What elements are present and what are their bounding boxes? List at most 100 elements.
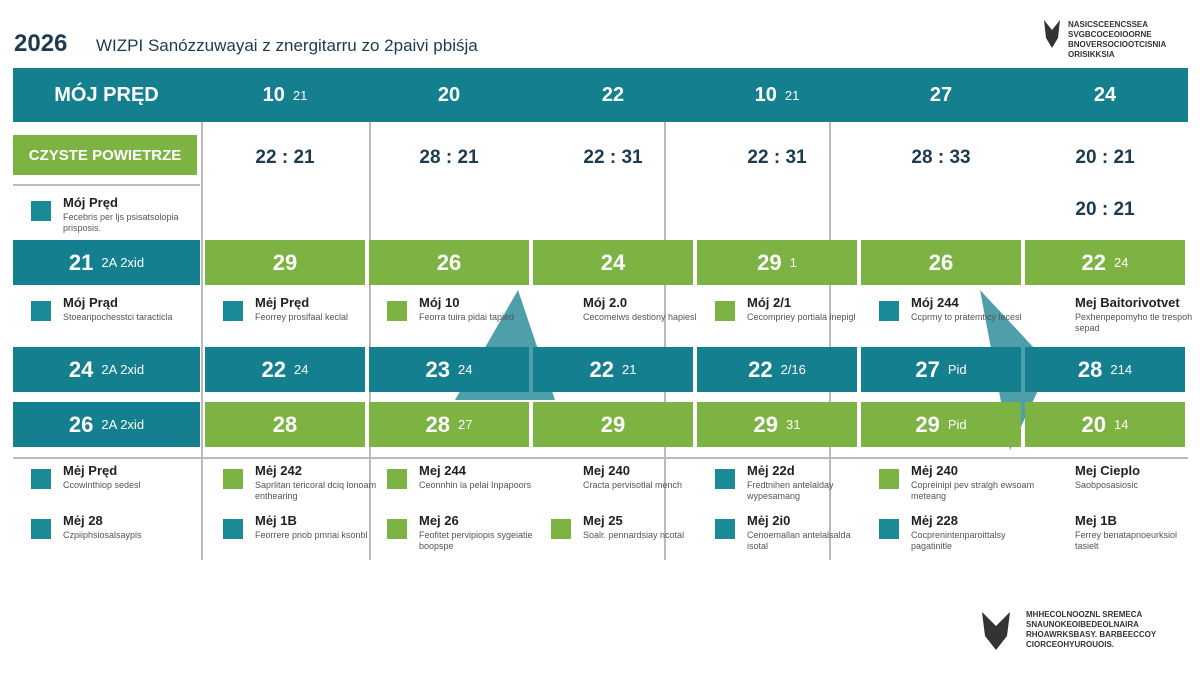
cell-main: 29 [753, 411, 778, 437]
item-label: Mėj 2i0 [747, 513, 791, 528]
logo-line: SNAUNOKEOIBEDEOLNAIRA [1026, 620, 1139, 629]
cell-main: 27 [929, 83, 953, 106]
item-desc: Feofitet pervipiopis sygeiatie boopspe [419, 530, 533, 551]
item-icon [387, 519, 407, 539]
logo-line: SVGBCOCEOIOORNE [1068, 30, 1152, 39]
item-icon [551, 519, 571, 539]
item-label: Mej 1B [1075, 513, 1117, 528]
cell-main: 10 [262, 83, 285, 106]
item-desc: Fredtnihen antelalday wypesamang [747, 480, 834, 501]
item-label: Mėj 22d [747, 463, 795, 478]
time-extra: 20 : 21 [1075, 199, 1135, 220]
item-label: Mėj Pręd [63, 463, 118, 478]
item-desc: Ferrey benatapnoeurksiol tasielt [1075, 530, 1178, 551]
item-desc: Pexhenpepomyho tle trespoh sepad [1075, 312, 1193, 333]
cell-sub: 24 [294, 362, 309, 377]
cell-main: MÓJ PRĘD [54, 83, 159, 106]
band-cell: 20 14 [1025, 402, 1185, 447]
header-cell: 27 [861, 68, 1021, 122]
cell-main: 26 [68, 411, 94, 437]
logo-text: NASICSCEENCSSEA SVGBCOCEOIOORNE BNOVERSOCI… [1068, 20, 1166, 60]
item-label: Mój 2.0 [583, 295, 628, 310]
cell-sub: 21 [784, 87, 800, 103]
band-cell: 22 24 [1025, 240, 1185, 285]
item-icon [879, 519, 899, 539]
item-desc: Cecompriey portiala inepigl [747, 312, 856, 322]
cell-sub: 27 [458, 417, 473, 432]
time: 22 : 31 [747, 147, 807, 168]
cell-sub: 214 [1110, 362, 1133, 377]
cell-sub: 31 [786, 417, 801, 432]
cell-sub: 14 [1114, 417, 1129, 432]
item-icon [31, 201, 51, 221]
item-label: Mej 26 [419, 513, 459, 528]
item-desc: Cocprenintenparoittalsy pagatinitle [911, 530, 1006, 551]
item-label: Mej Baitorivotvet [1075, 295, 1180, 310]
cell-main: 29 [757, 249, 782, 275]
item-label: Mój 10 [419, 295, 460, 310]
item-label: Mój Pręd [63, 195, 118, 210]
item-desc: Copreinipi pev stralgh ewsoam meteang [911, 480, 1035, 501]
item-desc: Ccowinthiop sedesl [63, 480, 141, 490]
header-cell: 20 [369, 68, 529, 122]
item-desc: Feorra tuira pidai tapied [419, 312, 515, 322]
item-icon [223, 469, 243, 489]
cell-sub: 21 [622, 362, 637, 377]
band-cell: 29 31 [697, 402, 857, 447]
time: 20 : 21 [1075, 147, 1135, 168]
band-cell: 22 24 [205, 347, 365, 392]
cell-main: 24 [600, 249, 626, 275]
item-label: Mėj 240 [911, 463, 958, 478]
item-label: Mej 25 [583, 513, 623, 528]
eagle-bottom [982, 612, 1010, 650]
cell-main: 24 [1093, 83, 1117, 106]
item-label: Mój 2/1 [747, 295, 792, 310]
item-icon [223, 519, 243, 539]
item-label: Mej Cieplo [1075, 463, 1141, 478]
band-cell: 24 2A 2xid [13, 347, 200, 392]
cell-main: 27 [915, 356, 940, 382]
title: WIZPI Sanózzuwayai z znergitarru zo 2pai… [96, 36, 478, 55]
cell-main: 20 [1081, 411, 1106, 437]
item-label: Mėj 28 [63, 513, 103, 528]
band-cell: 28 27 [369, 402, 529, 447]
header-cell: 10 21 [205, 68, 365, 122]
band-cell: 29 [205, 240, 365, 285]
cell-main: 29 [915, 411, 940, 437]
cell-sub: 21 [292, 87, 308, 103]
item-icon [879, 469, 899, 489]
item-desc: Czpiiphsiosalsaypis [63, 530, 142, 540]
cell-sub: 2A 2xid [101, 417, 145, 432]
cell-main: 26 [436, 249, 462, 275]
cell-sub: 2A 2xid [101, 362, 145, 377]
item-label: Mej 244 [419, 463, 466, 478]
item-desc: Feorrey proslfaal keclal [255, 312, 349, 322]
cell-main: 28 [1077, 356, 1103, 382]
cell-sub: 24 [458, 362, 473, 377]
cell-sub: Pid [947, 362, 967, 377]
band-cell: 26 [861, 240, 1021, 285]
logo-line: RHOAWRKSBASY. BARBEECCOY [1026, 630, 1157, 639]
band-cell: 28 214 [1025, 347, 1185, 392]
cell-main: 29 [600, 411, 626, 437]
cell-main: 24 [68, 356, 94, 382]
cell-main: 22 [1081, 249, 1106, 275]
cell-sub: 2A 2xid [101, 255, 145, 270]
header-bar [13, 68, 1188, 122]
item-icon [31, 301, 51, 321]
cell-sub: Pid [947, 417, 967, 432]
header-cell: MÓJ PRĘD [13, 68, 200, 122]
logo-line: CIORCEOHYUROUOIS. [1026, 640, 1115, 649]
time: 22 : 21 [255, 147, 315, 168]
item-label: Mėj Pręd [255, 295, 310, 310]
year: 2026 [14, 30, 68, 57]
header-cell: 10 21 [697, 68, 857, 122]
item-label: Mej 240 [583, 463, 630, 478]
item-label: Mėj 228 [911, 513, 958, 528]
band-cell: 22 21 [533, 347, 693, 392]
cell-sub: 24 [1114, 255, 1129, 270]
item-desc: Feorrere pnob pmriai ksonbl [255, 530, 368, 540]
item-desc: Cenoemallan antelalsalda isotal [747, 530, 851, 551]
time: 22 : 31 [583, 147, 643, 168]
band-cell: 26 [369, 240, 529, 285]
